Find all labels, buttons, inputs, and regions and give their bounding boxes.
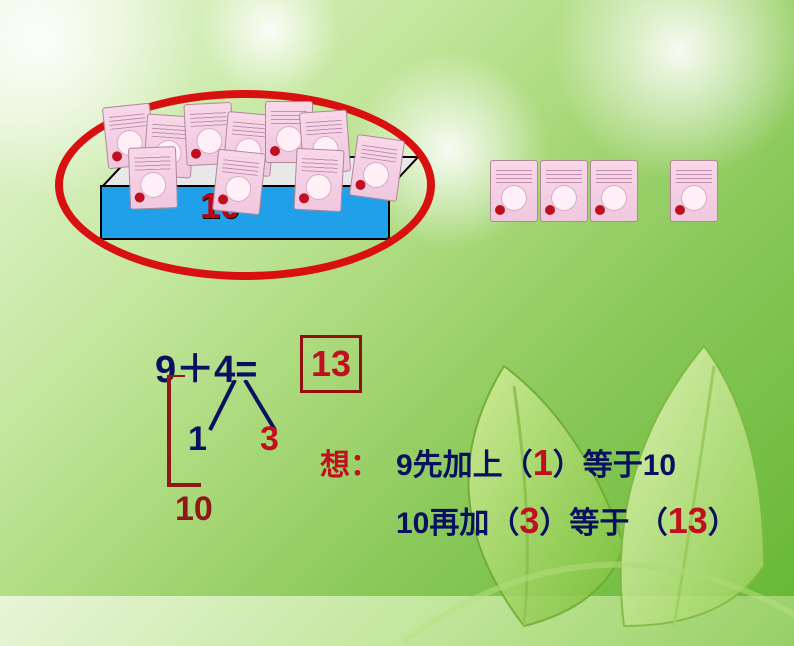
item-card: ◡	[128, 146, 178, 210]
split-right: 3	[260, 420, 279, 459]
line1-text-a: 9先加上（	[396, 449, 533, 482]
ten-label: 10	[175, 490, 213, 529]
item-card: ◡	[490, 160, 538, 222]
line2-paren-close: ）	[708, 507, 738, 540]
line2-fill-1: 3	[519, 500, 539, 541]
cards-outside: ◡◡◡◡	[490, 160, 750, 240]
stage: 10 ◡◡◡◡◡◡◡◡◡◡ ◡◡◡◡ 9＋4= 13 1 3 10 想： 9先加…	[0, 0, 794, 596]
cards-in-box: ◡◡◡◡◡◡◡◡◡◡	[85, 95, 435, 195]
think-label: 想：	[320, 440, 380, 484]
ten-bracket	[165, 375, 205, 490]
item-card: ◡	[540, 160, 588, 222]
line2-text-a: 10再加（	[396, 507, 519, 540]
explanation-line-2: 10再加（3）等于 （13）	[396, 498, 738, 542]
line2-fill-2: 13	[668, 500, 708, 541]
item-card: ◡	[212, 149, 266, 216]
item-card: ◡	[670, 160, 718, 222]
split-lines	[205, 380, 295, 435]
explanation-line-1: 9先加上（1）等于10	[396, 440, 676, 484]
line2-text-b: ）等于	[539, 507, 629, 540]
answer-box: 13	[300, 335, 362, 393]
item-card: ◡	[349, 134, 405, 202]
line2-paren-open: （	[638, 507, 668, 540]
line1-fill: 1	[533, 442, 553, 483]
item-card: ◡	[293, 148, 344, 212]
answer-value: 13	[311, 343, 351, 385]
line1-text-b: ）等于10	[553, 449, 676, 482]
item-card: ◡	[590, 160, 638, 222]
